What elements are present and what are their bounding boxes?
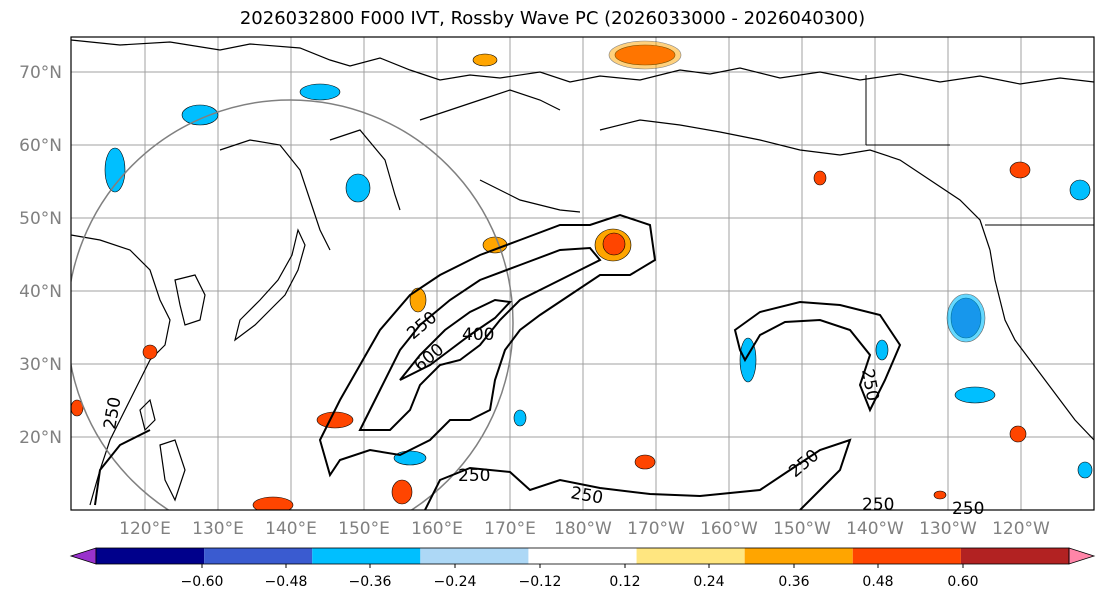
colorbar-tick-label: −0.36 <box>349 574 392 590</box>
lon-label: 140°E <box>265 519 317 539</box>
region-circle <box>71 99 514 510</box>
lat-label: 20°N <box>19 428 62 448</box>
contour-label-250-b: 250 <box>458 466 490 486</box>
lon-label: 150°W <box>773 519 831 539</box>
lon-label: 130°E <box>192 519 244 539</box>
lat-label: 70°N <box>19 63 62 83</box>
contour-label-400: 400 <box>462 325 494 345</box>
pc-shading <box>71 40 1093 510</box>
colorbar-tick-label: −0.12 <box>519 574 562 590</box>
lat-label: 60°N <box>19 136 62 156</box>
colorbar-segment <box>96 548 205 564</box>
lat-label: 50°N <box>19 209 62 229</box>
colorbar-segment <box>636 548 745 564</box>
lon-label: 170°E <box>484 519 536 539</box>
colorbar-tick-label: −0.60 <box>181 574 224 590</box>
lon-label: 160°W <box>700 519 758 539</box>
colorbar-tick-label: 0.36 <box>778 574 809 590</box>
lat-label: 30°N <box>19 355 62 375</box>
ivt-contours <box>94 213 902 510</box>
colorbar-tick-label: 0.60 <box>947 574 978 590</box>
longitude-labels: 120°E 130°E 140°E 150°E 160°E 170°E 180°W 170°W… <box>119 519 1050 539</box>
lon-label: 130°W <box>919 519 977 539</box>
colorbar: −0.60 −0.48 −0.36 −0.24 −0.12 0.12 0.24 0.36 0.4… <box>69 547 1096 590</box>
colorbar-segment <box>960 548 1069 564</box>
colorbar-extend-max <box>1068 547 1096 565</box>
colorbar-segment <box>204 548 313 564</box>
colorbar-tick-label: 0.24 <box>693 574 724 590</box>
map-frame <box>70 36 1095 511</box>
lat-label: 40°N <box>19 282 62 302</box>
colorbar-segment <box>312 548 421 564</box>
colorbar-extend-min <box>69 547 97 565</box>
lon-label: 150°E <box>338 519 390 539</box>
colorbar-segment <box>420 548 529 564</box>
lon-label: 170°W <box>627 519 685 539</box>
colorbar-frame <box>95 547 1070 565</box>
lon-label: 180°W <box>554 519 612 539</box>
map-title: 2026032800 F000 IVT, Rossby Wave PC (202… <box>239 8 866 29</box>
colorbar-tick-label: 0.12 <box>609 574 640 590</box>
lon-label: 160°E <box>411 519 463 539</box>
colorbar-segment <box>852 548 961 564</box>
lon-label: 140°W <box>846 519 904 539</box>
gridlines <box>71 37 1094 510</box>
colorbar-tick-label: −0.48 <box>265 574 308 590</box>
lon-label: 120°E <box>119 519 171 539</box>
contour-label-250-f: 250 <box>952 499 984 519</box>
colorbar-segment <box>744 548 853 564</box>
colorbar-tick-label: 0.48 <box>862 574 893 590</box>
coastlines <box>71 39 1094 506</box>
colorbar-tick-label: −0.24 <box>434 574 477 590</box>
lon-label: 120°W <box>992 519 1050 539</box>
contour-label-250-e: 250 <box>862 495 894 515</box>
colorbar-segment <box>528 548 637 564</box>
latitude-labels: 70°N 60°N 50°N 40°N 30°N 20°N <box>19 63 62 448</box>
